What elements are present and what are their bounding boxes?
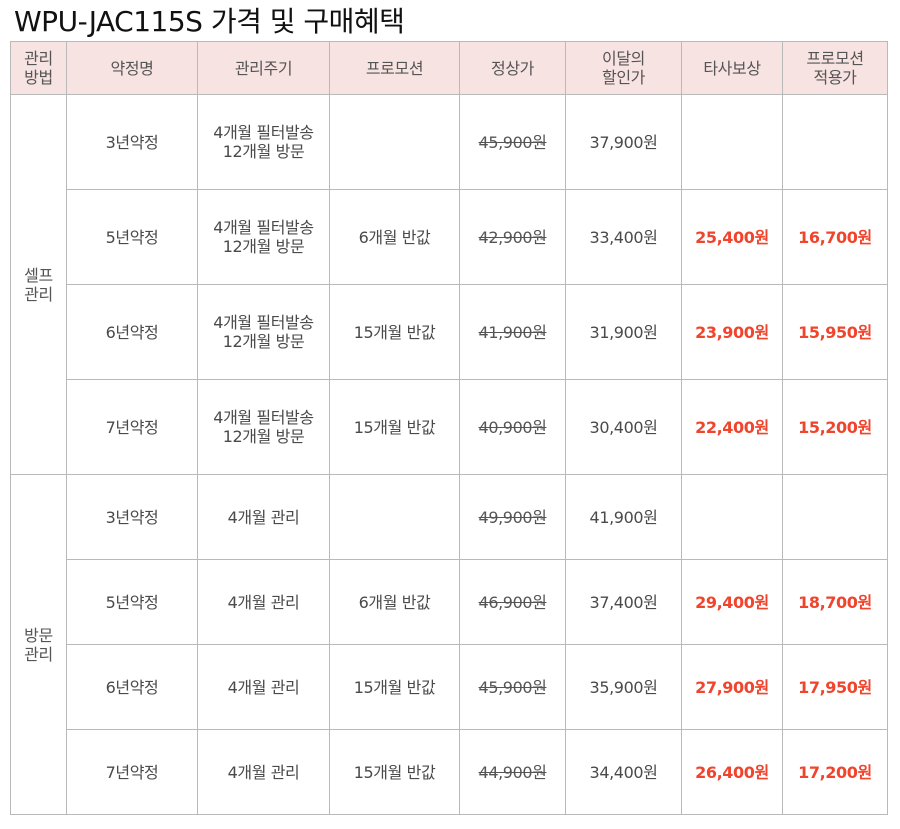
cycle-line: 4개월 필터발송 — [213, 218, 314, 237]
trade-in-price-cell: 25,400원 — [681, 189, 783, 285]
regular-price-cell: 46,900원 — [459, 559, 566, 645]
promo-cell — [329, 474, 460, 560]
header-trade-in: 타사보상 — [681, 41, 783, 95]
price-table: 관리 방법 약정명 관리주기 프로모션 정상가 이달의 할인가 타사보상 프로모… — [10, 41, 888, 815]
cycle-cell: 4개월 관리 — [197, 474, 330, 560]
cycle-cell: 4개월 필터발송 12개월 방문 — [197, 284, 330, 380]
trade-in-price-cell: 26,400원 — [681, 729, 783, 815]
cycle-line: 4개월 필터발송 — [213, 408, 314, 427]
regular-price-cell: 49,900원 — [459, 474, 566, 560]
table-row: 7년약정 4개월 관리 15개월 반값 44,900원 34,400원 26,400원 17… — [11, 729, 888, 815]
cycle-cell: 4개월 관리 — [197, 559, 330, 645]
table-row: 방문 관리 3년약정 4개월 관리 49,900원 41,900원 — [10, 474, 888, 815]
contract-cell: 5년약정 — [66, 559, 198, 645]
regular-price-cell: 45,900원 — [459, 644, 566, 730]
management-method-line: 관리 — [24, 284, 53, 304]
trade-in-price-cell: 29,400원 — [681, 559, 783, 645]
cycle-line: 4개월 관리 — [227, 507, 300, 527]
management-method-line: 셀프 — [24, 265, 53, 285]
cycle-line: 12개월 방문 — [222, 237, 305, 256]
trade-in-price-cell: 27,900원 — [681, 644, 783, 730]
promo-price-cell — [782, 474, 888, 560]
table-row: 5년약정 4개월 관리 6개월 반값 46,900원 37,400원 29,400원 18,… — [11, 559, 888, 645]
cycle-line: 4개월 필터발송 — [213, 123, 314, 142]
cycle-line: 4개월 관리 — [227, 592, 300, 612]
contract-cell: 7년약정 — [66, 379, 198, 475]
regular-price-cell: 40,900원 — [459, 379, 566, 475]
table-row: 7년약정 4개월 필터발송 12개월 방문 15개월 반값 40,900원 30,400원… — [11, 379, 888, 475]
promo-price-cell: 16,700원 — [782, 189, 888, 285]
regular-price-cell: 45,900원 — [459, 94, 566, 190]
discount-price-cell: 37,900원 — [565, 94, 682, 190]
cycle-line: 4개월 관리 — [227, 762, 300, 782]
contract-cell: 7년약정 — [66, 729, 198, 815]
contract-cell: 6년약정 — [66, 284, 198, 380]
table-row: 셀프 관리 3년약정 4개월 필터발송 12개월 방문 45,900원 37,900원 — [10, 94, 888, 475]
discount-price-cell: 31,900원 — [565, 284, 682, 380]
promo-cell — [329, 94, 460, 190]
discount-price-cell: 35,900원 — [565, 644, 682, 730]
cycle-line: 4개월 필터발송 — [213, 313, 314, 332]
contract-cell: 6년약정 — [66, 644, 198, 730]
cycle-line: 12개월 방문 — [222, 142, 305, 161]
contract-cell: 3년약정 — [66, 474, 198, 560]
discount-price-cell: 33,400원 — [565, 189, 682, 285]
regular-price-cell: 42,900원 — [459, 189, 566, 285]
header-promo: 프로모션 — [329, 41, 460, 95]
promo-cell: 15개월 반값 — [329, 284, 460, 380]
header-cycle: 관리주기 — [197, 41, 330, 95]
promo-price-cell: 18,700원 — [782, 559, 888, 645]
promo-price-cell: 17,200원 — [782, 729, 888, 815]
management-method-cell: 방문 관리 — [10, 474, 67, 815]
cycle-line: 4개월 관리 — [227, 677, 300, 697]
discount-price-cell: 34,400원 — [565, 729, 682, 815]
promo-price-cell: 15,200원 — [782, 379, 888, 475]
trade-in-price-cell: 23,900원 — [681, 284, 783, 380]
cycle-line: 12개월 방문 — [222, 332, 305, 351]
trade-in-price-cell: 22,400원 — [681, 379, 783, 475]
promo-cell: 6개월 반값 — [329, 189, 460, 285]
discount-price-cell: 37,400원 — [565, 559, 682, 645]
promo-price-cell: 15,950원 — [782, 284, 888, 380]
cycle-line: 12개월 방문 — [222, 427, 305, 446]
promo-cell: 15개월 반값 — [329, 379, 460, 475]
header-row: 관리 방법 약정명 관리주기 프로모션 정상가 이달의 할인가 타사보상 프로모… — [10, 41, 888, 95]
regular-price-cell: 41,900원 — [459, 284, 566, 380]
discount-price-cell: 41,900원 — [565, 474, 682, 560]
cycle-cell: 4개월 관리 — [197, 644, 330, 730]
contract-cell: 3년약정 — [66, 94, 198, 190]
promo-cell: 15개월 반값 — [329, 644, 460, 730]
table-row: 6년약정 4개월 필터발송 12개월 방문 15개월 반값 41,900원 31,900원… — [11, 284, 888, 380]
regular-price-cell: 44,900원 — [459, 729, 566, 815]
cycle-cell: 4개월 필터발송 12개월 방문 — [197, 189, 330, 285]
promo-price-cell — [782, 94, 888, 190]
header-method: 관리 방법 — [10, 41, 67, 95]
management-method-cell: 셀프 관리 — [10, 94, 67, 475]
header-promo-price: 프로모션 적용가 — [782, 41, 888, 95]
discount-price-cell: 30,400원 — [565, 379, 682, 475]
page-title: WPU-JAC115S 가격 및 구매혜택 — [14, 5, 405, 38]
contract-cell: 5년약정 — [66, 189, 198, 285]
table-row: 6년약정 4개월 관리 15개월 반값 45,900원 35,900원 27,900원 17… — [11, 644, 888, 730]
cycle-cell: 4개월 필터발송 12개월 방문 — [197, 94, 330, 190]
promo-cell: 6개월 반값 — [329, 559, 460, 645]
management-method-line: 방문 — [24, 625, 53, 645]
trade-in-price-cell — [681, 474, 783, 560]
header-regular-price: 정상가 — [459, 41, 566, 95]
cycle-cell: 4개월 관리 — [197, 729, 330, 815]
promo-price-cell: 17,950원 — [782, 644, 888, 730]
management-method-line: 관리 — [24, 644, 53, 664]
cycle-cell: 4개월 필터발송 12개월 방문 — [197, 379, 330, 475]
trade-in-price-cell — [681, 94, 783, 190]
promo-cell: 15개월 반값 — [329, 729, 460, 815]
header-contract: 약정명 — [66, 41, 198, 95]
header-discount-price: 이달의 할인가 — [565, 41, 682, 95]
table-row: 5년약정 4개월 필터발송 12개월 방문 6개월 반값 42,900원 33,400원 2… — [11, 189, 888, 285]
